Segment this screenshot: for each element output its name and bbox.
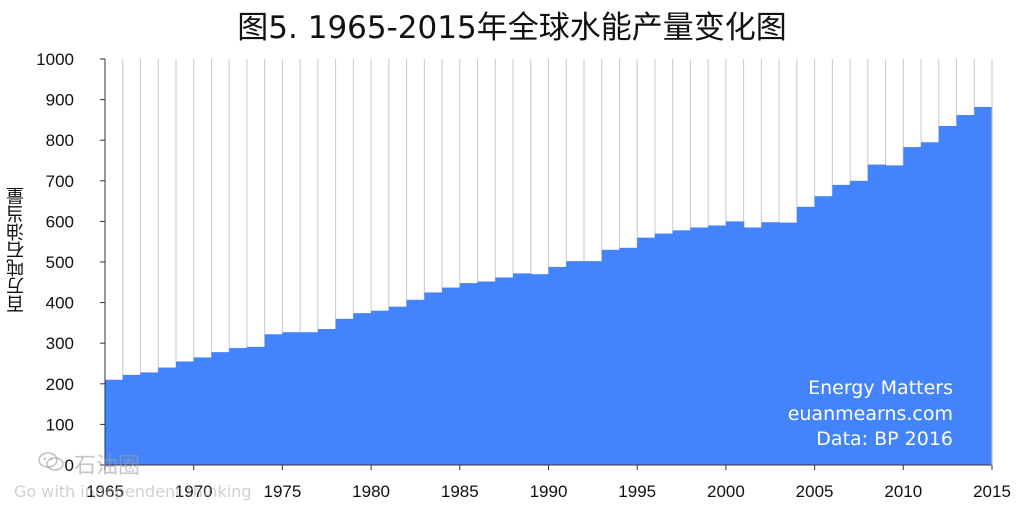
x-tick-labels: 1965 1970 1975 1980 1985 1990 1995 2000 2005 2010…: [86, 465, 1011, 501]
area-step-2011: [921, 142, 940, 466]
area-series: [105, 106, 993, 466]
area-step-1975: [282, 332, 301, 465]
area-step-1993: [601, 249, 621, 465]
x-tick-label-2005: 2005: [796, 482, 834, 501]
x-tick-label-1970: 1970: [175, 482, 213, 501]
area-step-2000: [725, 221, 745, 465]
y-tick-label-700: 700: [46, 172, 74, 191]
y-tick-label-800: 800: [46, 131, 74, 150]
x-tick-label-1995: 1995: [618, 482, 656, 501]
area-step-2014: [974, 106, 993, 466]
area-step-1992: [583, 261, 603, 465]
area-step-1986: [477, 281, 496, 465]
y-tick-label-900: 900: [46, 91, 74, 110]
x-tick-label-2000: 2000: [707, 482, 745, 501]
area-step-1995: [637, 237, 656, 465]
area-step-1996: [654, 233, 674, 465]
y-tick-label-0: 0: [65, 456, 74, 475]
area-step-1994: [619, 247, 638, 465]
x-tick-label-1975: 1975: [263, 482, 301, 501]
x-tick-label-2015: 2015: [973, 482, 1011, 501]
area-step-1968: [158, 367, 177, 465]
area-step-1973: [246, 346, 266, 465]
x-tick-label-1965: 1965: [86, 482, 124, 501]
y-tick-label-1000: 1000: [36, 50, 74, 69]
area-step-1997: [672, 230, 692, 465]
area-step-2003: [779, 222, 798, 465]
area-step-1965: [105, 379, 124, 465]
area-step-1976: [300, 332, 319, 465]
chart-title: 图5. 1965-2015年全球水能产量变化图: [237, 10, 787, 46]
area-step-2005: [814, 196, 833, 465]
source-annotation: Energy Matters euanmearns.com Data: BP 2…: [788, 377, 953, 450]
area-step-1989: [530, 274, 550, 465]
area-step-1987: [495, 277, 514, 465]
area-step-1971: [211, 352, 230, 465]
area-step-1974: [264, 334, 283, 465]
area-step-1985: [459, 283, 479, 465]
area-step-1982: [406, 299, 425, 465]
y-tick-label-300: 300: [46, 334, 74, 353]
area-step-1983: [424, 292, 443, 465]
area-step-1969: [175, 361, 195, 465]
area-step-1978: [335, 318, 354, 465]
area-step-2008: [867, 164, 887, 465]
area-step-1981: [388, 306, 408, 465]
y-tick-labels: 0 100 200 300 400 500 600 700 800 900 1000: [36, 50, 105, 475]
area-step-1998: [690, 227, 709, 465]
x-tick-label-1985: 1985: [441, 482, 479, 501]
x-tick-label-2010: 2010: [884, 482, 922, 501]
y-tick-label-200: 200: [46, 375, 74, 394]
area-step-2007: [850, 180, 869, 466]
area-step-1988: [513, 273, 532, 465]
area-step-1970: [193, 357, 213, 465]
area-step-2002: [761, 222, 780, 465]
area-step-1979: [353, 313, 372, 465]
x-tick-label-1990: 1990: [530, 482, 568, 501]
y-tick-label-100: 100: [46, 415, 74, 434]
area-step-1984: [442, 287, 461, 465]
annotation-line-1: Energy Matters: [808, 377, 953, 399]
y-tick-label-600: 600: [46, 212, 74, 231]
y-tick-label-400: 400: [46, 294, 74, 313]
area-step-1980: [371, 310, 390, 465]
area-step-1990: [548, 266, 567, 465]
area-step-2010: [903, 147, 922, 466]
annotation-line-2: euanmearns.com: [788, 403, 953, 425]
area-step-1991: [566, 261, 585, 465]
x-tick-label-1980: 1980: [352, 482, 390, 501]
area-step-1972: [229, 348, 248, 465]
area-step-2006: [832, 184, 851, 466]
area-step-1966: [122, 374, 142, 465]
area-step-1999: [708, 225, 727, 465]
area-step-2012: [938, 125, 958, 466]
area-step-2004: [796, 206, 816, 465]
annotation-line-3: Data: BP 2016: [816, 428, 953, 450]
area-step-2009: [885, 165, 904, 465]
y-tick-label-500: 500: [46, 253, 74, 272]
area-step-2001: [743, 227, 762, 465]
area-step-2013: [956, 115, 975, 465]
area-step-1967: [140, 372, 159, 465]
area-step-1977: [317, 328, 337, 465]
